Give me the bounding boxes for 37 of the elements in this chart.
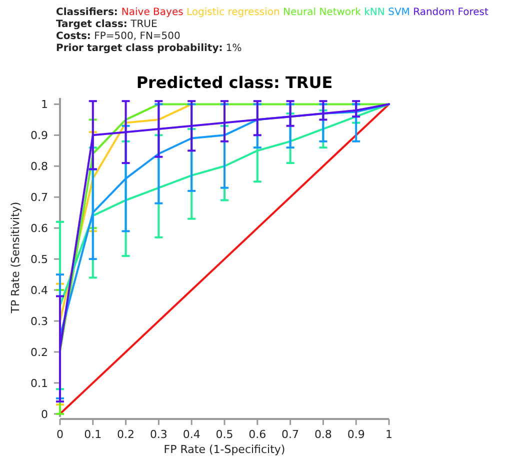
text: Costs: FP=500, FN=500 — [56, 31, 180, 42]
y-tick-label: 1 — [41, 98, 48, 112]
y-tick-label: 0.5 — [30, 253, 48, 266]
x-tick-label: 0.9 — [347, 428, 365, 441]
x-tick-label: 0.4 — [182, 428, 200, 441]
y-tick-label: 0.3 — [30, 314, 48, 328]
x-tick-label: 1 — [386, 428, 392, 441]
text: Random Forest — [410, 7, 488, 18]
y-axis-title: TP Rate (Sensitivity) — [9, 202, 22, 314]
y-tick-label: 0.9 — [30, 129, 48, 142]
y-tick-label: 0.6 — [30, 222, 48, 236]
text: Logistic regression — [183, 7, 280, 18]
text: Naive Bayes — [121, 7, 184, 18]
text: Neural Network — [280, 7, 362, 18]
y-tick-label: 0.1 — [30, 376, 48, 390]
x-tick-label: 0.2 — [117, 428, 135, 441]
legend-title: Classifiers: — [56, 7, 122, 18]
x-tick-label: 0.5 — [216, 428, 234, 441]
x-tick-label: 0.7 — [282, 428, 300, 441]
x-tick-label: 0.3 — [150, 428, 168, 441]
y-tick-label: 0.8 — [30, 160, 48, 174]
x-tick-label: 0.8 — [314, 428, 332, 441]
text: Target class: TRUE — [56, 19, 158, 30]
x-tick-label: 0 — [56, 428, 64, 441]
text: kNN — [360, 7, 385, 18]
text: Prior target class probability: 1% — [56, 43, 242, 54]
y-tick-label: 0.2 — [30, 346, 48, 359]
line-series — [59, 103, 193, 322]
y-tick-label: 0.4 — [30, 284, 48, 298]
x-tick-label: 0.1 — [84, 428, 102, 441]
x-tick-label: 0.6 — [248, 428, 266, 441]
text: SVM — [384, 7, 410, 18]
y-tick-label: 0 — [41, 408, 48, 421]
y-tick-label: 0.7 — [30, 191, 48, 204]
chart-title: Predicted class: TRUE — [136, 73, 333, 92]
x-axis-title: FP Rate (1-Specificity) — [164, 443, 286, 456]
line-series — [59, 103, 390, 415]
